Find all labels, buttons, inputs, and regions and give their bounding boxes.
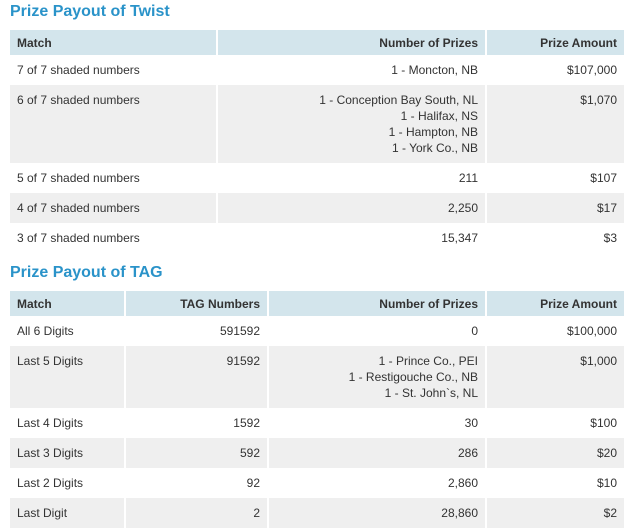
prizes-cell: 1 - Prince Co., PEI 1 - Restigouche Co.,… xyxy=(267,346,486,408)
amount-cell: $2 xyxy=(485,498,624,528)
table-row: Last 3 Digits 592 286 $20 xyxy=(10,438,624,468)
prize-location: 1 - Conception Bay South, NL xyxy=(319,93,478,107)
tag-header-number-of-prizes: Number of Prizes xyxy=(267,291,486,316)
prize-location: 1 - St. John`s, NL xyxy=(384,386,478,400)
amount-cell: $20 xyxy=(485,438,624,468)
prizes-cell: 1 - Conception Bay South, NL 1 - Halifax… xyxy=(216,85,486,163)
prizes-cell: 1 - Moncton, NB xyxy=(216,55,486,85)
match-cell: 3 of 7 shaded numbers xyxy=(17,231,140,245)
prize-location: 1 - Prince Co., PEI xyxy=(378,354,478,368)
prize-count: 2,250 xyxy=(447,201,478,215)
match-cell: Last 5 Digits xyxy=(10,346,125,408)
match-cell: Last 2 Digits xyxy=(17,476,84,490)
match-cell: 5 of 7 shaded numbers xyxy=(17,171,140,185)
prize-location: 1 - York Co., NB xyxy=(391,141,478,155)
prizes-cell: 28,860 xyxy=(267,498,486,528)
tag-payout-section: Prize Payout of TAG Match TAG Numbers Nu… xyxy=(0,262,624,528)
tag-numbers-cell: 2 xyxy=(124,498,268,528)
table-row: 5 of 7 shaded numbers 211 $107 xyxy=(10,163,624,193)
match-cell: 6 of 7 shaded numbers xyxy=(10,85,217,163)
match-cell: Last 3 Digits xyxy=(10,438,125,468)
table-row: Last Digit 2 28,860 $2 xyxy=(10,498,624,528)
prize-count: 30 xyxy=(464,416,478,430)
prizes-cell: 30 xyxy=(267,408,486,438)
match-cell: Last Digit xyxy=(10,498,125,528)
amount-cell: $17 xyxy=(485,193,624,223)
tag-section-title: Prize Payout of TAG xyxy=(10,264,163,281)
tag-header-prize-amount: Prize Amount xyxy=(485,291,624,316)
prizes-cell: 211 xyxy=(216,163,486,193)
table-row: 6 of 7 shaded numbers 1 - Conception Bay… xyxy=(10,85,624,163)
prize-count: 0 xyxy=(471,324,478,338)
amount-cell: $1,000 xyxy=(485,346,624,408)
prize-location: 1 - Halifax, NS xyxy=(400,109,478,123)
table-row: 7 of 7 shaded numbers 1 - Moncton, NB $1… xyxy=(10,55,624,85)
twist-section-title: Prize Payout of Twist xyxy=(10,3,170,20)
twist-header-prize-amount: Prize Amount xyxy=(485,30,624,55)
amount-cell: $100 xyxy=(485,408,624,438)
amount-cell: $107,000 xyxy=(485,55,624,85)
prize-location: 1 - Hampton, NB xyxy=(388,125,478,139)
match-cell: All 6 Digits xyxy=(17,324,74,338)
table-row: 4 of 7 shaded numbers 2,250 $17 xyxy=(10,193,624,223)
tag-numbers-cell: 92 xyxy=(124,468,268,498)
prizes-cell: 286 xyxy=(267,438,486,468)
prizes-cell: 15,347 xyxy=(216,223,486,253)
prize-count: 286 xyxy=(457,446,478,460)
tag-payout-table: Match TAG Numbers Number of Prizes Prize… xyxy=(10,291,624,528)
twist-header-match: Match xyxy=(10,30,217,55)
prizes-cell: 2,860 xyxy=(267,468,486,498)
prizes-cell: 2,250 xyxy=(216,193,486,223)
tag-numbers-cell: 1592 xyxy=(124,408,268,438)
twist-payout-table: Match Number of Prizes Prize Amount 7 of… xyxy=(10,30,624,253)
table-row: Last 5 Digits 91592 1 - Prince Co., PEI … xyxy=(10,346,624,408)
prizes-cell: 0 xyxy=(267,316,486,346)
amount-cell: $10 xyxy=(485,468,624,498)
table-row: All 6 Digits 591592 0 $100,000 xyxy=(10,316,624,346)
prize-location: 1 - Moncton, NB xyxy=(391,63,478,77)
match-cell: 7 of 7 shaded numbers xyxy=(17,63,140,77)
amount-cell: $3 xyxy=(485,223,624,253)
match-cell: Last 4 Digits xyxy=(17,416,84,430)
prize-count: 2,860 xyxy=(447,476,478,490)
twist-header-number-of-prizes: Number of Prizes xyxy=(216,30,486,55)
amount-cell: $1,070 xyxy=(485,85,624,163)
match-cell: 4 of 7 shaded numbers xyxy=(10,193,217,223)
tag-header-row: Match TAG Numbers Number of Prizes Prize… xyxy=(10,291,624,316)
prize-count: 211 xyxy=(458,171,478,185)
table-row: Last 4 Digits 1592 30 $100 xyxy=(10,408,624,438)
tag-header-match: Match xyxy=(10,291,125,316)
tag-header-tag-numbers: TAG Numbers xyxy=(124,291,268,316)
prize-count: 15,347 xyxy=(441,231,478,245)
prize-count: 28,860 xyxy=(441,506,478,520)
tag-numbers-cell: 591592 xyxy=(124,316,268,346)
tag-numbers-cell: 592 xyxy=(124,438,268,468)
amount-cell: $100,000 xyxy=(485,316,624,346)
amount-cell: $107 xyxy=(485,163,624,193)
table-row: 3 of 7 shaded numbers 15,347 $3 xyxy=(10,223,624,253)
tag-numbers-cell: 91592 xyxy=(124,346,268,408)
twist-header-row: Match Number of Prizes Prize Amount xyxy=(10,30,624,55)
table-row: Last 2 Digits 92 2,860 $10 xyxy=(10,468,624,498)
prize-location: 1 - Restigouche Co., NB xyxy=(348,370,478,384)
twist-payout-section: Prize Payout of Twist Match Number of Pr… xyxy=(0,0,624,253)
